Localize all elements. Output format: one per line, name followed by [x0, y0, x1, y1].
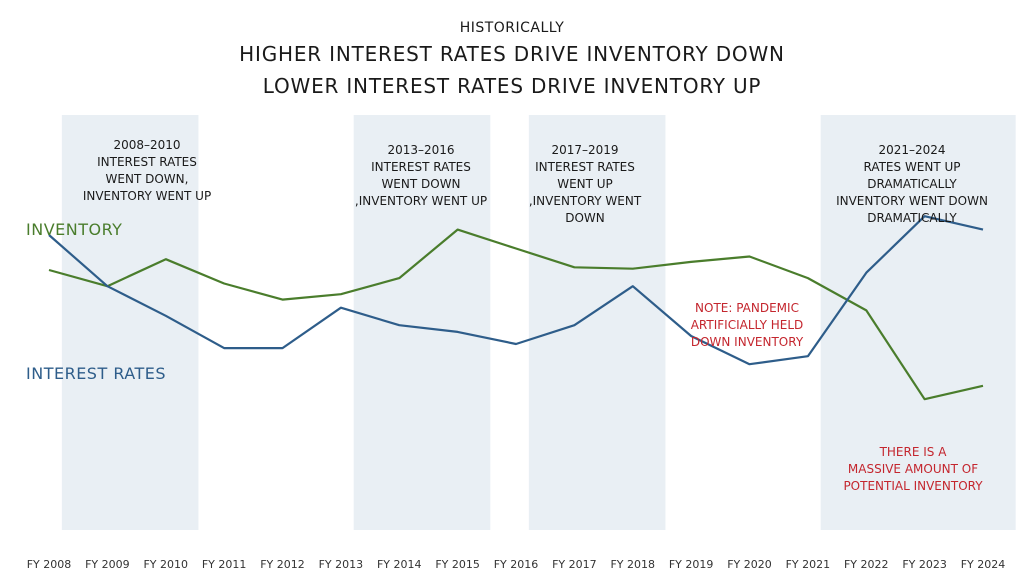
x-tick-label: FY 2012 — [260, 558, 305, 571]
annotation-line: DRAMATICALLY — [867, 211, 957, 225]
x-axis-ticks: FY 2008 FY 2009 FY 2010 FY 2011 FY 2012 FY 20… — [27, 558, 1006, 571]
note-line: THERE IS A — [879, 445, 947, 459]
x-tick-label: FY 2015 — [435, 558, 480, 571]
x-tick-label: FY 2009 — [85, 558, 130, 571]
x-tick-label: FY 2022 — [844, 558, 889, 571]
x-tick-label: FY 2021 — [786, 558, 831, 571]
annotation-line: 2017–2019 — [551, 143, 619, 157]
annotation-2008-2010: 2008–2010 INTEREST RATES WENT DOWN, INVE… — [72, 137, 222, 205]
annotation-line: WENT UP — [557, 177, 613, 191]
x-tick-label: FY 2008 — [27, 558, 72, 571]
note-line: ARTIFICIALLY HELD — [690, 318, 804, 332]
x-tick-label: FY 2023 — [902, 558, 947, 571]
annotation-line: ,INVENTORY WENT UP — [354, 194, 488, 208]
chart-pretitle: HISTORICALLY — [459, 20, 565, 36]
note-line: NOTE: PANDEMIC — [695, 301, 799, 315]
inventory-line — [48, 228, 984, 401]
annotation-line: ,INVENTORY WENT — [528, 194, 642, 208]
annotation-line: INTEREST RATES — [97, 155, 197, 169]
annotation-2013-2016: 2013–2016 INTEREST RATES WENT DOWN ,INVE… — [346, 142, 496, 210]
shaded-period-2 — [353, 115, 491, 530]
annotation-line: 2013–2016 — [387, 143, 455, 157]
annotation-line: WENT DOWN — [381, 177, 461, 191]
annotation-line: WENT DOWN, — [105, 172, 189, 186]
x-tick-label: FY 2010 — [143, 558, 188, 571]
annotation-line: INVENTORY WENT UP — [82, 189, 212, 203]
annotation-line: INTEREST RATES — [371, 160, 471, 174]
annotation-2021-2024: 2021–2024 RATES WENT UP DRAMATICALLY INV… — [822, 142, 1002, 227]
x-tick-label: FY 2011 — [202, 558, 247, 571]
chart-title-line-2: LOWER INTEREST RATES DRIVE INVENTORY UP — [262, 74, 762, 98]
x-tick-label: FY 2016 — [494, 558, 539, 571]
note-line: MASSIVE AMOUNT OF — [847, 462, 979, 476]
note-line: DOWN INVENTORY — [690, 335, 804, 349]
series-label-interest-rates: INTEREST RATES — [26, 364, 167, 383]
shaded-period-3 — [528, 115, 666, 530]
annotation-2017-2019: 2017–2019 INTEREST RATES WENT UP ,INVENT… — [520, 142, 650, 227]
note-potential-inventory: THERE IS A MASSIVE AMOUNT OF POTENTIAL I… — [828, 444, 998, 495]
annotation-line: 2008–2010 — [113, 138, 181, 152]
x-tick-label: FY 2019 — [669, 558, 714, 571]
note-pandemic: NOTE: PANDEMIC ARTIFICIALLY HELD DOWN IN… — [672, 300, 822, 351]
interest-rates-line — [48, 215, 984, 366]
shaded-periods — [61, 115, 1016, 530]
series-label-inventory: INVENTORY — [26, 220, 123, 239]
annotation-line: DOWN — [565, 211, 605, 225]
x-tick-label: FY 2013 — [319, 558, 364, 571]
x-tick-label: FY 2017 — [552, 558, 597, 571]
x-tick-label: FY 2024 — [961, 558, 1006, 571]
annotation-line: RATES WENT UP — [863, 160, 961, 174]
x-tick-label: FY 2014 — [377, 558, 422, 571]
annotation-line: INVENTORY WENT DOWN — [836, 194, 988, 208]
shaded-period-4 — [820, 115, 1016, 530]
annotation-line: INTEREST RATES — [535, 160, 635, 174]
x-tick-label: FY 2020 — [727, 558, 772, 571]
series-lines — [48, 215, 984, 401]
x-tick-label: FY 2018 — [610, 558, 655, 571]
note-line: POTENTIAL INVENTORY — [843, 479, 983, 493]
chart-title-line-1: HIGHER INTEREST RATES DRIVE INVENTORY DO… — [239, 42, 785, 66]
annotation-line: 2021–2024 — [878, 143, 946, 157]
annotation-line: DRAMATICALLY — [867, 177, 957, 191]
